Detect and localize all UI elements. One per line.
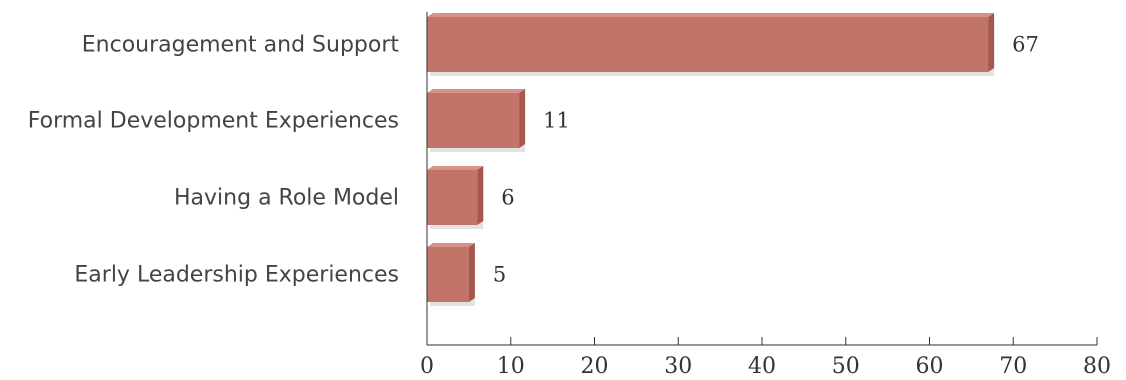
- x-tick-label: 60: [916, 354, 944, 379]
- x-tick-label: 40: [748, 354, 776, 379]
- x-tick-label: 20: [581, 354, 609, 379]
- category-labels-group: Encouragement and Support Formal Developm…: [28, 33, 400, 288]
- x-tick-label: 0: [420, 354, 434, 379]
- category-label: Encouragement and Support: [82, 33, 400, 58]
- value-label: 11: [543, 109, 570, 133]
- bar-side-face: [468, 243, 475, 302]
- value-label: 6: [501, 186, 514, 210]
- bar: [427, 247, 469, 302]
- bar: [427, 93, 520, 148]
- bar-top-face: [427, 13, 995, 17]
- x-tick-label: 10: [497, 354, 525, 379]
- bar-top-face: [427, 89, 526, 93]
- x-tick-label: 70: [999, 354, 1027, 379]
- category-label: Having a Role Model: [174, 186, 399, 211]
- bar-side-face: [477, 166, 484, 225]
- bar: [427, 17, 989, 72]
- value-label: 5: [493, 263, 506, 287]
- bar-side-face: [519, 89, 526, 148]
- bar-top-face: [427, 166, 484, 170]
- value-labels-group: 67 11 6 5: [493, 33, 1039, 287]
- x-tick-label: 30: [664, 354, 692, 379]
- x-tick-label: 50: [832, 354, 860, 379]
- value-label: 67: [1012, 33, 1039, 57]
- x-tick-label: 80: [1083, 354, 1111, 379]
- bars-group: [427, 13, 995, 306]
- category-label: Early Leadership Experiences: [74, 263, 399, 288]
- bar: [427, 170, 478, 225]
- category-label: Formal Development Experiences: [28, 109, 399, 134]
- bar-side-face: [988, 13, 995, 72]
- x-axis-ticks-group: 0 10 20 30 40 50 60 70 80: [420, 337, 1111, 379]
- bar-top-face: [427, 243, 475, 247]
